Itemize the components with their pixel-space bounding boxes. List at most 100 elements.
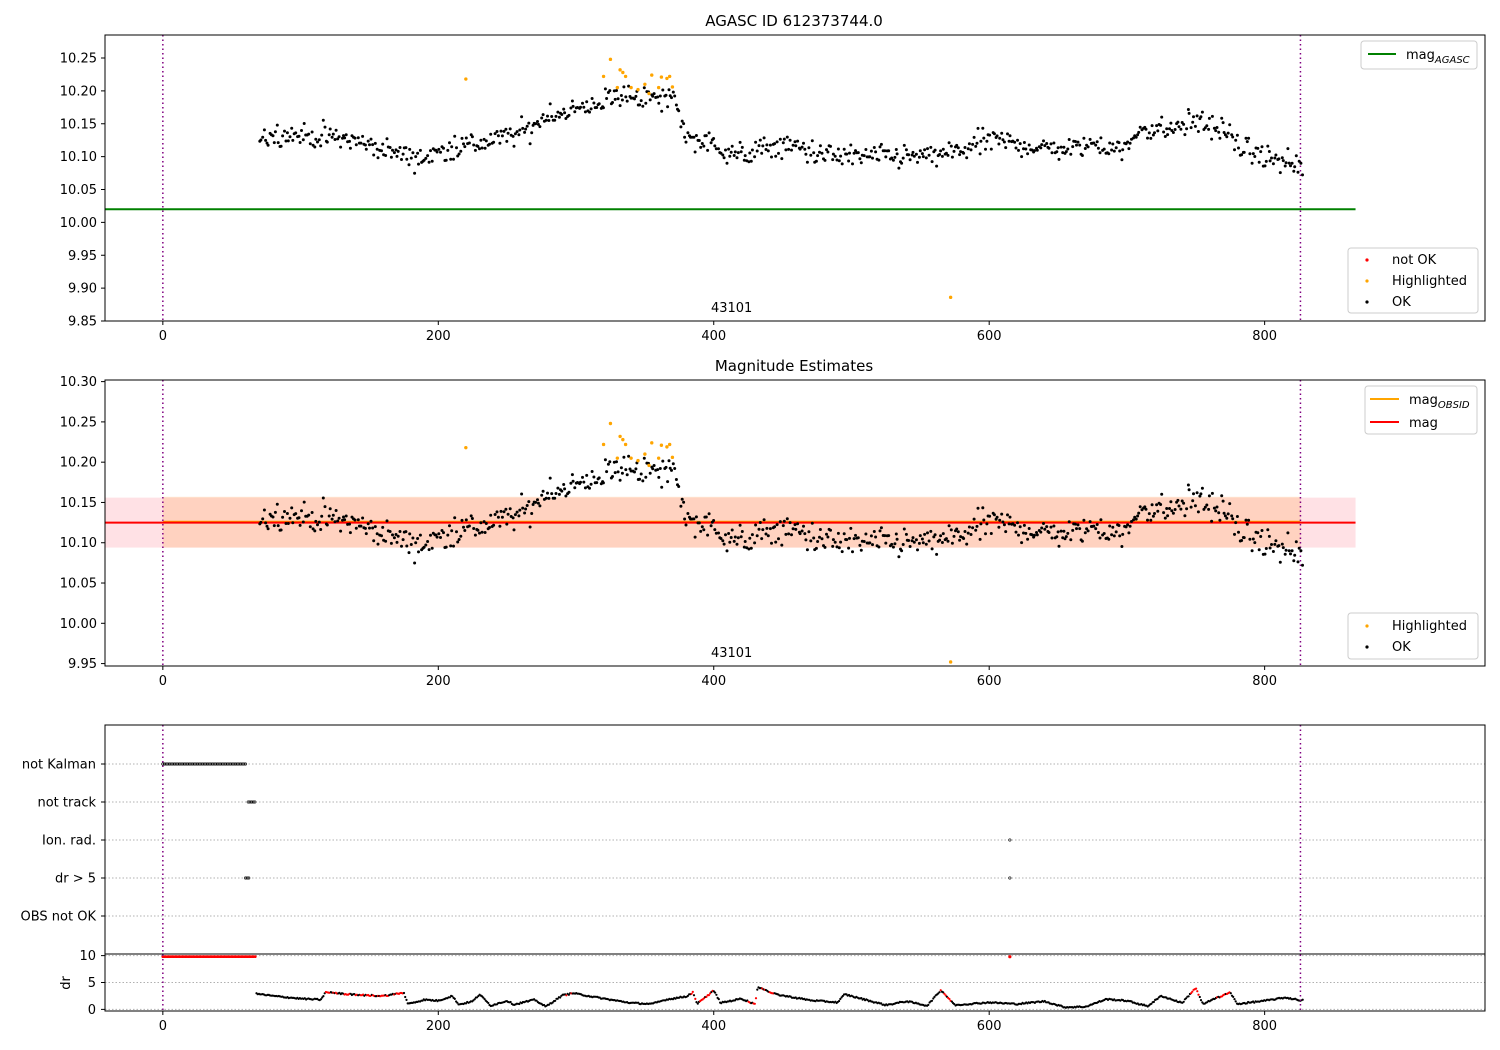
ok-point <box>359 524 363 528</box>
ok-point <box>809 153 813 157</box>
ok-point <box>1242 150 1246 154</box>
flag-point <box>169 762 173 766</box>
ok-point <box>967 142 971 146</box>
ok-point <box>995 515 999 519</box>
ok-point <box>725 549 729 553</box>
ok-point <box>652 92 656 96</box>
ok-point <box>793 140 797 144</box>
ok-point <box>1301 173 1304 177</box>
ok-point <box>1136 133 1140 137</box>
ok-point <box>618 478 622 482</box>
ok-point <box>733 150 737 154</box>
ok-point <box>1150 124 1154 128</box>
dr-point <box>1234 1000 1237 1003</box>
ok-point <box>1062 529 1066 533</box>
x-tick-label: 200 <box>426 329 451 344</box>
ok-point <box>1107 537 1111 541</box>
ok-point <box>472 143 476 147</box>
ok-point <box>316 523 319 527</box>
ok-point <box>459 534 463 538</box>
y-tick-label: 10.10 <box>60 536 97 551</box>
ok-point <box>548 102 552 106</box>
ok-point <box>727 147 731 151</box>
ok-point <box>949 144 953 148</box>
x-tick-label: 800 <box>1252 674 1277 689</box>
ok-point <box>1092 524 1096 528</box>
ok-point <box>920 537 924 541</box>
ok-point <box>409 543 413 546</box>
ok-point <box>664 93 668 97</box>
ok-point <box>802 524 805 528</box>
dr-point <box>696 1002 699 1005</box>
ok-point <box>1130 520 1133 523</box>
ok-point <box>1108 524 1112 528</box>
ok-point <box>972 517 976 521</box>
dr-point <box>930 999 934 1002</box>
ok-point <box>673 94 677 98</box>
ok-point <box>408 532 412 536</box>
ok-point <box>1096 531 1100 534</box>
ok-point <box>426 154 430 158</box>
ok-point <box>814 159 818 163</box>
dr-point <box>453 997 456 1001</box>
ok-point <box>707 512 711 516</box>
ok-point <box>395 154 399 158</box>
highlighted-point <box>670 455 675 460</box>
ok-point <box>1284 161 1288 165</box>
ok-point <box>1182 501 1186 505</box>
ok-point <box>1039 146 1043 150</box>
y-tick-label: 5 <box>88 976 96 991</box>
ok-point <box>1151 514 1155 518</box>
flag-point <box>215 762 219 766</box>
ok-point <box>851 162 854 166</box>
ok-point <box>424 156 428 160</box>
ok-point <box>706 533 710 537</box>
ok-point <box>301 138 305 142</box>
ok-point <box>1234 521 1238 525</box>
highlighted-point <box>670 85 675 89</box>
x-tick-label: 600 <box>977 674 1002 689</box>
ok-point <box>833 154 837 158</box>
ok-point <box>520 492 524 496</box>
ok-point <box>1022 531 1025 535</box>
ok-point <box>814 546 818 550</box>
dr-point <box>1198 995 1201 999</box>
ok-point <box>842 147 846 151</box>
ok-point <box>978 537 982 541</box>
ok-point <box>1281 546 1285 550</box>
ok-point <box>1086 145 1090 149</box>
ok-point <box>952 149 956 153</box>
ok-point <box>1263 552 1267 556</box>
ok-point <box>933 148 937 152</box>
ok-point <box>719 537 723 540</box>
ok-point <box>495 130 499 133</box>
ok-point <box>1080 154 1084 157</box>
ok-point <box>1155 124 1159 128</box>
ok-point <box>1149 518 1153 522</box>
highlighted-point <box>623 74 628 79</box>
ok-point <box>916 160 919 164</box>
ok-point <box>803 532 807 536</box>
ok-point <box>275 502 279 506</box>
ok-point <box>1088 137 1092 141</box>
dr-point <box>714 991 717 994</box>
y-tick-label: 0 <box>88 1003 96 1018</box>
ok-point <box>929 529 933 533</box>
ok-point <box>416 537 420 540</box>
ok-point <box>984 147 987 151</box>
ok-point <box>624 468 628 472</box>
highlighted-point <box>643 452 647 456</box>
ok-point <box>788 138 792 142</box>
ok-point <box>740 530 744 533</box>
flag-point <box>166 762 170 766</box>
y-tick-label: 9.95 <box>68 657 97 672</box>
ok-point <box>334 509 338 512</box>
ok-point <box>581 475 584 479</box>
ok-point <box>921 155 925 159</box>
legend-points: not OK Highlighted OK <box>1347 247 1479 314</box>
ok-point <box>314 137 318 141</box>
ok-point <box>938 153 942 156</box>
x-tick-label: 0 <box>159 329 167 344</box>
ok-point <box>800 529 804 533</box>
ok-point <box>1221 499 1225 503</box>
